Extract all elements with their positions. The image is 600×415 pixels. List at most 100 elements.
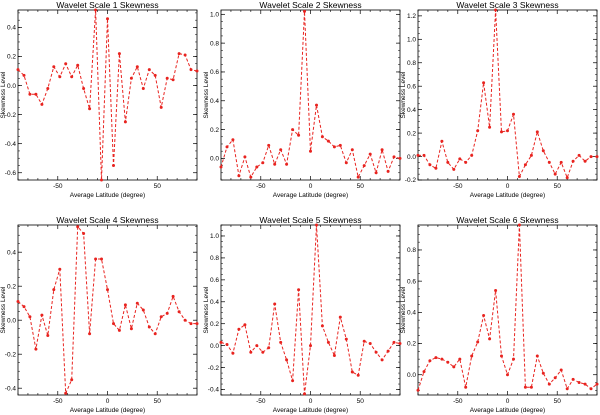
data-point [482,314,486,317]
data-point [231,351,235,355]
data-point [129,76,133,80]
data-point [225,145,229,149]
data-point [273,302,277,306]
chart-title: Wavelet Scale 3 Skewness [456,0,558,10]
data-point [225,343,229,346]
data-point [22,73,26,77]
data-point [261,161,265,165]
y-tick-label: -0.2 [5,112,17,119]
y-tick-label: 0.6 [210,277,219,284]
data-point [535,130,539,134]
data-point [141,308,145,312]
chart-panel-6: Wavelet Scale 6 Skewness -50 0 50 0.0 0.2 0.4 0… [400,215,599,414]
data-point [494,8,498,12]
chart-title: Wavelet Scale 6 Skewness [456,215,558,225]
data-point [320,324,324,328]
data-point [583,382,587,386]
data-point [82,87,86,90]
data-point [219,340,223,344]
data-point [446,160,450,164]
plot-frame [220,9,401,181]
data-point [476,340,480,344]
data-point [374,350,378,354]
data-point [392,155,396,159]
data-point [398,342,402,345]
data-point [94,257,98,261]
y-tick-label: 1.0 [210,12,219,19]
y-axis-label: Skewness Level [400,286,407,334]
y-tick-label: 0.6 [210,69,219,76]
y-tick-label: 1.2 [407,13,416,20]
y-axis-label: Skewness Level [203,71,210,119]
chart-panel-2: Wavelet Scale 2 Skewness -50 0 50 0.0 0.2 0.4 0… [203,0,402,199]
data-point [106,288,109,292]
data-point [106,17,109,21]
y-tick-label: 0.4 [210,299,219,306]
data-point [279,148,283,152]
data-point [356,175,360,179]
x-tick-label: -50 [453,398,463,405]
data-point [368,342,372,345]
data-point [416,153,420,157]
data-point [159,315,163,319]
data-point [577,153,581,157]
data-point [112,322,115,326]
series-line [18,10,197,180]
chart-title: Wavelet Scale 1 Skewness [56,0,158,10]
data-point [374,171,378,175]
data-point [141,87,145,90]
data-point [482,81,486,85]
data-point [541,371,545,375]
y-tick-label: 0.8 [407,60,416,67]
data-point [112,164,115,167]
data-point [28,315,32,319]
data-point [428,163,432,167]
data-point [506,373,509,377]
data-point [362,164,366,168]
data-point [285,162,289,166]
x-tick-label: 50 [154,398,162,405]
data-point [315,223,318,227]
y-tick-label: 1.0 [407,37,416,44]
data-point [76,225,80,229]
data-point [52,288,56,292]
data-point [16,300,20,303]
y-tick-label: 0.4 [407,107,416,114]
x-tick-label: -50 [256,398,266,405]
y-tick-label: 0.4 [7,249,16,256]
y-tick-label: 0.4 [210,98,219,105]
x-tick-label: 0 [106,183,110,190]
data-point [368,152,372,156]
data-point [500,354,503,358]
data-point [273,162,277,166]
data-point [303,392,306,396]
y-axis-label: Skewness Level [0,71,7,119]
data-point [440,357,444,361]
data-point [100,257,103,261]
data-point [64,62,68,66]
chart-panel-5: Wavelet Scale 5 Skewness -50 0 50 -0.4 -0.2 0.… [203,215,402,414]
data-point [34,347,38,351]
data-point [571,159,575,163]
x-axis-label: Average Latitude (degree) [470,407,545,414]
y-tick-label: 0.8 [210,40,219,47]
data-point [517,223,521,227]
data-point [326,340,330,344]
data-point [189,322,193,326]
data-point [559,368,563,372]
x-axis-label: Average Latitude (degree) [273,192,348,199]
data-point [159,105,163,109]
data-point [165,76,169,80]
y-axis-label: Skewness Level [400,71,407,119]
data-point [470,354,474,358]
chart-title: Wavelet Scale 5 Skewness [259,215,361,225]
data-point [350,370,354,374]
data-point [434,356,438,360]
data-point [64,391,68,395]
data-point [249,350,253,354]
x-tick-label: 0 [506,183,510,190]
data-point [147,68,151,72]
y-tick-label: 1.0 [210,233,219,240]
y-tick-label: 0.2 [7,283,16,290]
